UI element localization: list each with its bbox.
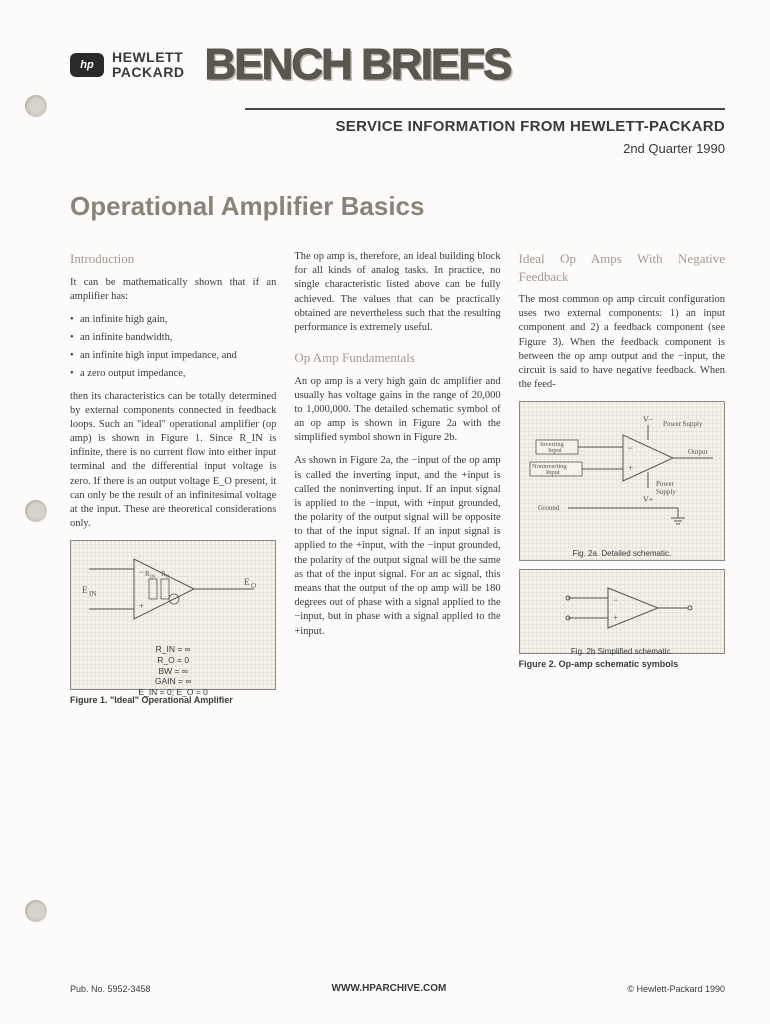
paragraph: It can be mathematically shown that if a… [70, 276, 276, 304]
svg-text:Supply: Supply [656, 488, 676, 496]
paragraph: then its characteristics can be totally … [70, 390, 276, 532]
section-heading: Op Amp Fundamentals [294, 349, 500, 367]
svg-text:−: − [139, 567, 144, 577]
subhead-text: SERVICE INFORMATION FROM HEWLETT-PACKARD [245, 118, 725, 135]
figure-inner-caption: Fig. 2a. Detailed schematic. [528, 549, 716, 560]
opamp-simple-icon: − + [528, 578, 716, 638]
svg-text:Input: Input [548, 447, 562, 454]
list-item: a zero output impedance, [70, 367, 276, 381]
svg-text:Output: Output [688, 448, 708, 456]
hp-line2: PACKARD [112, 65, 184, 80]
paragraph: The most common op amp circuit configura… [519, 293, 725, 392]
list-item: an infinite high input impedance, and [70, 349, 276, 363]
archive-url: WWW.HPARCHIVE.COM [332, 983, 447, 994]
hp-line1: HEWLETT [112, 50, 184, 65]
figure-2a: V− Power Supply Inverting Input Noninver… [519, 401, 725, 561]
svg-text:+: + [139, 601, 144, 611]
equation: BW = ∞ [79, 666, 267, 677]
svg-text:Power Supply: Power Supply [663, 420, 703, 428]
pub-number: Pub. No. 5952-3458 [70, 984, 151, 994]
section-heading: Ideal Op Amps With Negative Feedback [519, 250, 725, 285]
article-columns: Introduction It can be mathematically sh… [70, 250, 725, 706]
masthead-title: BENCH BRIEFS [204, 40, 510, 90]
column-1: Introduction It can be mathematically sh… [70, 250, 276, 706]
svg-text:+: + [613, 613, 618, 623]
copyright: © Hewlett-Packard 1990 [627, 984, 725, 994]
bullet-list: an infinite high gain, an infinite bandw… [70, 313, 276, 382]
column-3: Ideal Op Amps With Negative Feedback The… [519, 250, 725, 706]
subheader: SERVICE INFORMATION FROM HEWLETT-PACKARD… [245, 108, 725, 156]
punch-hole [25, 900, 47, 922]
section-heading: Introduction [70, 250, 276, 268]
svg-text:Input: Input [546, 469, 560, 476]
equation: R_O = 0 [79, 655, 267, 666]
list-item: an infinite high gain, [70, 313, 276, 327]
svg-text:−: − [628, 443, 633, 453]
punch-hole [25, 95, 47, 117]
svg-text:+: + [628, 463, 633, 473]
header: hp HEWLETT PACKARD BENCH BRIEFS [70, 40, 725, 90]
figure-inner-caption: Fig. 2b Simplified schematic. [528, 647, 716, 658]
figure-2b: − + Fig. 2b Simplified schematic. [519, 569, 725, 654]
svg-text:−: − [613, 595, 618, 605]
svg-text:IN: IN [150, 575, 156, 580]
list-item: an infinite bandwidth, [70, 331, 276, 345]
opamp-detailed-icon: V− Power Supply Inverting Input Noninver… [528, 410, 716, 540]
svg-text:E: E [82, 585, 88, 595]
column-2: The op amp is, therefore, an ideal build… [294, 250, 500, 706]
article-title: Operational Amplifier Basics [70, 191, 725, 222]
svg-text:O: O [251, 582, 256, 590]
figure-1: − + EIN EO RIN RO R_IN = ∞ R_O = 0 BW = … [70, 540, 276, 690]
hp-company-name: HEWLETT PACKARD [112, 50, 184, 81]
equation: GAIN = ∞ [79, 676, 267, 687]
paragraph: As shown in Figure 2a, the −input of the… [294, 454, 500, 638]
punch-hole [25, 500, 47, 522]
hp-badge-icon: hp [70, 53, 104, 77]
svg-text:Ground: Ground [538, 504, 560, 512]
hp-logo: hp HEWLETT PACKARD [70, 50, 184, 81]
svg-text:O: O [166, 575, 170, 580]
paragraph: An op amp is a very high gain dc amplifi… [294, 375, 500, 446]
paragraph: The op amp is, therefore, an ideal build… [294, 250, 500, 335]
issue-date: 2nd Quarter 1990 [245, 141, 725, 156]
footer: Pub. No. 5952-3458 WWW.HPARCHIVE.COM © H… [70, 983, 725, 994]
opamp-schematic-icon: − + EIN EO RIN RO [79, 549, 267, 639]
equation: R_IN = ∞ [79, 644, 267, 655]
svg-text:V+: V+ [643, 495, 654, 504]
svg-text:Power: Power [656, 480, 675, 488]
svg-text:IN: IN [89, 590, 96, 598]
svg-text:E: E [244, 577, 250, 587]
equation: E_IN = 0; E_O = 0 [79, 687, 267, 698]
figure-caption: Figure 2. Op-amp schematic symbols [519, 658, 725, 670]
svg-text:V−: V− [643, 415, 654, 424]
